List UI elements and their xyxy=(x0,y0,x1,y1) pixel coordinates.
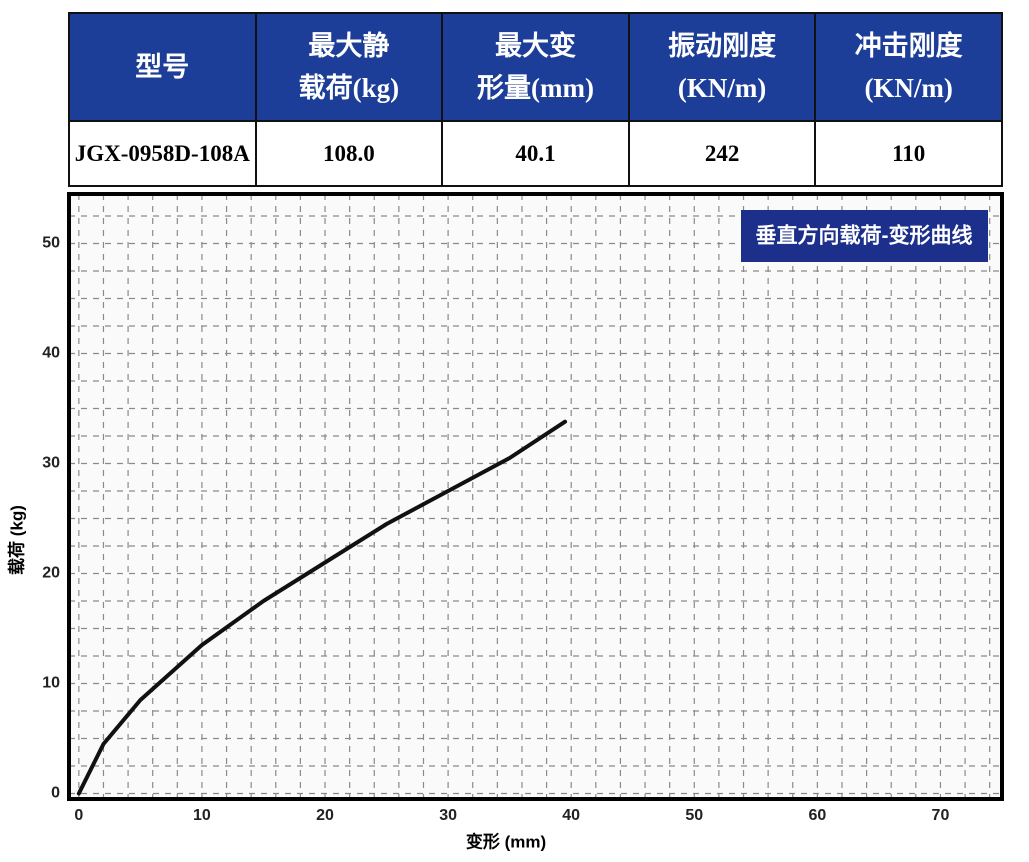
header-row: 型号 最大静 载荷(kg) 最大变 形量(mm) 振动刚度 (KN/m) 冲击刚度 (KN/m) xyxy=(68,12,1003,122)
header-text: 振动刚度 xyxy=(668,31,777,61)
x-tick-label: 60 xyxy=(808,807,826,824)
header-cell: 型号 xyxy=(68,12,257,122)
header-text: (KN/m) xyxy=(677,73,767,103)
chart-title: 垂直方向载荷-变形曲线 xyxy=(756,224,973,248)
x-tick-label: 70 xyxy=(932,807,950,824)
data-cell: 108.0 xyxy=(254,120,444,187)
header-text: 冲击刚度 xyxy=(854,31,963,61)
plot-bg xyxy=(69,194,1002,799)
x-tick-label: 10 xyxy=(193,807,211,824)
header-text: 最大静 xyxy=(308,31,390,61)
x-tick-label: 40 xyxy=(562,807,580,824)
y-tick-label: 20 xyxy=(42,565,60,582)
y-tick-label: 50 xyxy=(42,235,60,252)
header-text: 载荷(kg) xyxy=(298,73,400,103)
x-axis-label: 变形 (mm) xyxy=(466,831,546,851)
x-tick-label: 20 xyxy=(316,807,334,824)
spec-table: 型号 最大静 载荷(kg) 最大变 形量(mm) 振动刚度 (KN/m) 冲击刚度 (KN/m)… xyxy=(68,12,1003,187)
header-text: 最大变 xyxy=(494,31,576,61)
data-cell: 242 xyxy=(627,120,817,187)
header-cell: 振动刚度 (KN/m) xyxy=(627,12,817,122)
header-text: (KN/m) xyxy=(864,73,953,103)
data-cell: 40.1 xyxy=(441,120,630,187)
header-cell: 冲击刚度 (KN/m) xyxy=(814,12,1003,122)
line-series xyxy=(76,419,568,796)
data-cell: JGX-0958D-108A xyxy=(68,120,257,187)
y-tick-label: 30 xyxy=(42,455,60,472)
header-text: 型号 xyxy=(135,52,190,82)
x-tick-label: 30 xyxy=(439,807,457,824)
plot-frame xyxy=(67,192,1004,801)
x-tick-label: 0 xyxy=(74,807,83,824)
y-tick-label: 40 xyxy=(42,345,60,362)
data-cell: 110 xyxy=(814,120,1003,187)
x-tick-label: 50 xyxy=(685,807,703,824)
y-tick-label: 0 xyxy=(51,785,60,802)
y-axis-label: 载荷 (kg) xyxy=(6,505,26,575)
y-tick-label: 10 xyxy=(42,675,60,692)
header-cell: 最大静载荷(kg) xyxy=(254,12,444,122)
header-text: 形量(mm) xyxy=(477,73,594,103)
header-cell: 最大变形量(mm) xyxy=(441,12,630,122)
title-box xyxy=(741,210,988,262)
data-row: JGX-0958D-108A 108.0 40.1 242 110 xyxy=(68,120,1003,187)
